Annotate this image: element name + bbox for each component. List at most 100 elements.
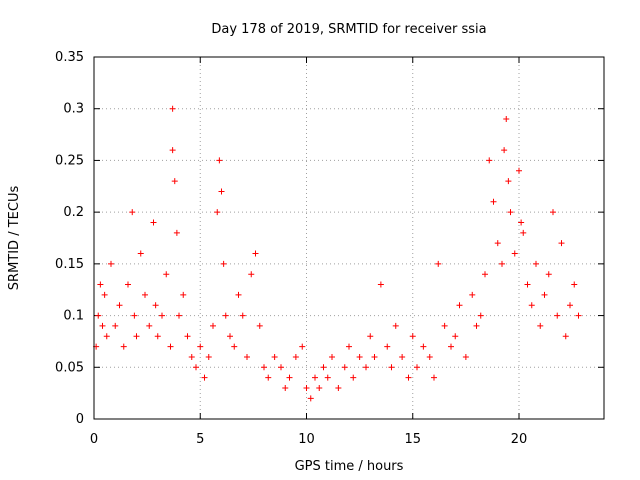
data-point: [335, 384, 342, 391]
data-point: [180, 291, 187, 298]
y-tick-label: 0.3: [63, 102, 84, 117]
data-point: [371, 353, 378, 360]
data-point: [320, 364, 327, 371]
data-point: [214, 209, 221, 216]
data-point: [405, 374, 412, 381]
data-point: [367, 333, 374, 340]
data-point: [101, 291, 108, 298]
data-point: [473, 322, 480, 329]
data-point: [188, 353, 195, 360]
data-point: [490, 198, 497, 205]
data-point: [533, 260, 539, 267]
data-point: [112, 322, 119, 329]
data-point: [350, 374, 357, 381]
data-point: [575, 312, 582, 319]
data-point: [103, 333, 110, 340]
data-point: [482, 271, 488, 278]
x-tick-label: 10: [298, 432, 315, 447]
data-point: [399, 353, 406, 360]
data-point: [95, 312, 102, 319]
x-tick-label: 0: [90, 432, 98, 447]
x-tick-label: 5: [196, 432, 204, 447]
data-point: [167, 343, 174, 350]
data-point: [520, 229, 527, 236]
data-point: [222, 312, 229, 319]
x-tick-label: 15: [404, 432, 421, 447]
data-point: [210, 322, 216, 329]
chart-title: Day 178 of 2019, SRMTID for receiver ssi…: [211, 22, 486, 37]
data-point: [558, 240, 565, 247]
data-point: [286, 374, 293, 381]
data-point: [503, 116, 510, 123]
y-tick-label: 0.1: [63, 309, 84, 324]
data-point: [97, 281, 104, 288]
data-point: [377, 281, 384, 288]
data-point: [125, 281, 131, 288]
data-point: [341, 364, 348, 371]
data-point: [218, 188, 225, 195]
data-point: [169, 147, 176, 154]
data-point: [231, 343, 238, 350]
data-point: [142, 291, 148, 298]
data-point: [537, 322, 544, 329]
data-point: [137, 250, 144, 257]
data-point: [248, 271, 255, 278]
data-point: [307, 395, 314, 402]
data-point: [571, 281, 578, 288]
data-point: [256, 322, 263, 329]
data-point: [99, 322, 106, 329]
data-point: [516, 167, 522, 174]
data-point: [409, 333, 416, 340]
data-point: [528, 302, 535, 309]
data-point: [426, 353, 433, 360]
data-point: [216, 157, 223, 164]
data-point: [524, 281, 531, 288]
data-point: [261, 364, 267, 371]
data-point: [545, 271, 552, 278]
y-tick-label: 0.35: [55, 50, 84, 65]
data-point: [299, 343, 306, 350]
data-point: [486, 157, 493, 164]
data-point: [282, 384, 289, 391]
data-point: [414, 364, 420, 371]
data-point: [244, 353, 250, 360]
data-point: [346, 343, 352, 350]
data-point: [154, 333, 161, 340]
data-point: [152, 302, 159, 309]
data-point: [133, 333, 140, 340]
data-point: [173, 229, 180, 236]
data-point: [303, 384, 310, 391]
data-point: [441, 322, 448, 329]
x-axis-label: GPS time / hours: [295, 459, 404, 474]
data-point: [150, 219, 157, 226]
data-point: [312, 374, 318, 381]
y-tick-label: 0.15: [55, 257, 84, 272]
data-point: [505, 178, 512, 185]
data-point: [129, 209, 136, 216]
data-point: [435, 260, 442, 267]
data-point: [388, 364, 395, 371]
data-point: [550, 209, 556, 216]
data-point: [562, 333, 569, 340]
data-point: [176, 312, 182, 319]
data-point: [392, 322, 399, 329]
data-point: [554, 312, 561, 319]
data-point: [316, 384, 323, 391]
data-point: [420, 343, 427, 350]
data-point: [169, 105, 176, 112]
data-point: [494, 240, 501, 247]
data-point: [197, 343, 204, 350]
data-point: [265, 374, 272, 381]
y-tick-label: 0.25: [55, 153, 84, 168]
data-point: [329, 353, 335, 360]
data-point: [227, 333, 233, 340]
data-point: [184, 333, 191, 340]
data-point: [292, 353, 299, 360]
data-point: [501, 147, 508, 154]
data-point: [235, 291, 242, 298]
data-point: [171, 178, 178, 185]
data-point: [146, 322, 153, 329]
plot-frame: [93, 56, 605, 420]
data-point: [220, 260, 227, 267]
